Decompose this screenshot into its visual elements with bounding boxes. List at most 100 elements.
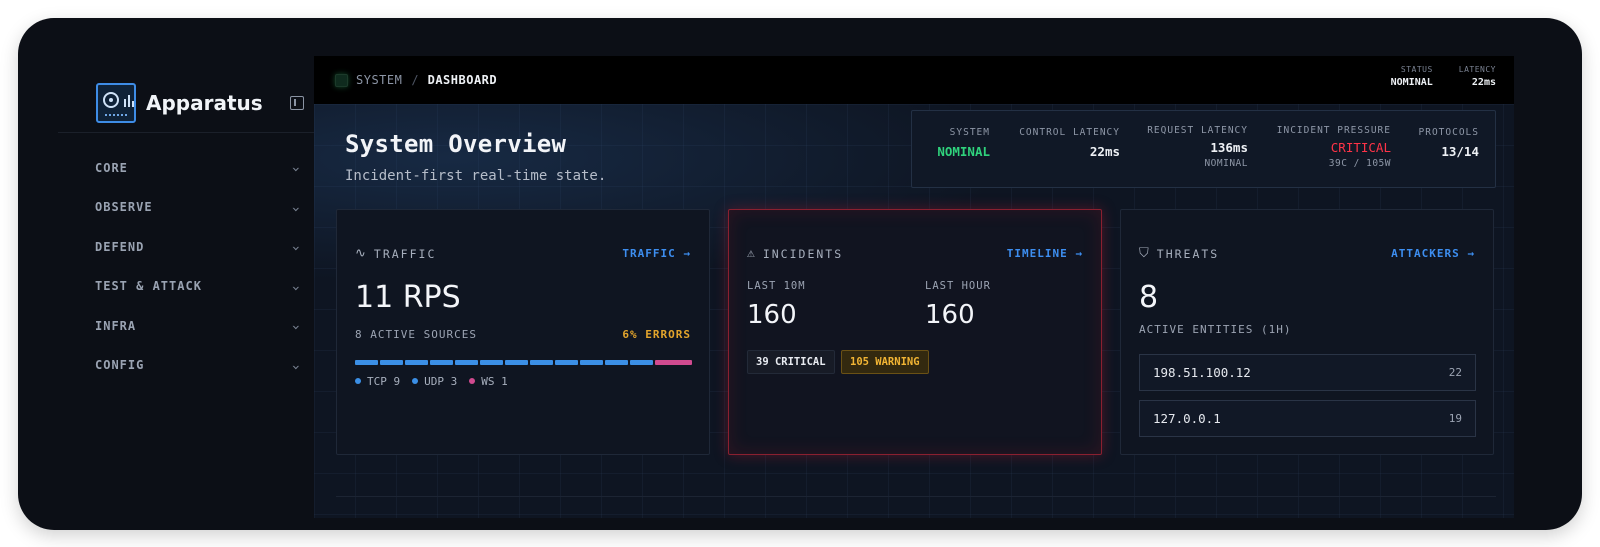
warning-triangle-icon: ⚠ — [747, 246, 755, 261]
incidents-last10-label: LAST 10M — [747, 280, 806, 292]
sidebar-item-defend[interactable]: DEFEND ⌄ — [58, 227, 320, 267]
summary-incident-pressure-value: CRITICAL — [1330, 140, 1391, 155]
attacker-row[interactable]: 198.51.100.12 22 — [1139, 354, 1476, 391]
summary-protocols: PROTOCOLS 13/14 — [1419, 127, 1479, 159]
sidebar-item-observe[interactable]: OBSERVE ⌄ — [58, 188, 320, 228]
summary-request-latency-label: REQUEST LATENCY — [1147, 125, 1248, 136]
topbar-stats: STATUS NOMINAL LATENCY 22ms — [1391, 65, 1496, 88]
traffic-card-title-row: ∿ TRAFFIC — [355, 246, 436, 261]
threats-card-title-row: ⛉ THREATS — [1139, 246, 1219, 261]
sidebar-item-core[interactable]: CORE ⌄ — [58, 148, 320, 188]
summary-system: SYSTEM NOMINAL — [937, 127, 990, 159]
system-summary-panel: SYSTEM NOMINAL CONTROL LATENCY 22ms REQU… — [911, 110, 1496, 188]
chevron-down-icon: ⌄ — [291, 359, 302, 371]
sidebar-item-label: OBSERVE — [95, 200, 153, 215]
topbar: SYSTEM / DASHBOARD STATUS NOMINAL LATENC… — [314, 56, 1514, 104]
legend-ws: WS 1 — [469, 375, 508, 388]
warning-badge[interactable]: 105 WARNING — [841, 350, 929, 374]
brand[interactable]: Apparatus — [96, 83, 263, 123]
status-indicator-icon — [335, 73, 348, 87]
summary-incident-pressure-sub: 39C / 105W — [1328, 158, 1391, 169]
traffic-protocol-bar — [355, 360, 693, 365]
sidebar-nav: CORE ⌄ OBSERVE ⌄ DEFEND ⌄ TEST & ATTACK ⌄ IN… — [58, 148, 320, 385]
incidents-card: ⚠ INCIDENTS TIMELINE → LAST 10M 160 LAST… — [728, 209, 1102, 455]
sidebar-item-label: INFRA — [95, 318, 137, 333]
summary-request-latency-sub: NOMINAL — [1204, 158, 1248, 169]
traffic-errors: 6% ERRORS — [622, 328, 691, 341]
breadcrumb-root[interactable]: SYSTEM — [356, 73, 403, 87]
sidebar-divider — [58, 132, 320, 133]
summary-incident-pressure-label: INCIDENT PRESSURE — [1276, 125, 1391, 136]
sidebar-item-infra[interactable]: INFRA ⌄ — [58, 306, 320, 346]
attacker-row[interactable]: 127.0.0.1 19 — [1139, 400, 1476, 437]
activity-icon: ∿ — [355, 246, 366, 261]
page-title: System Overview — [345, 130, 567, 158]
traffic-legend: TCP 9 UDP 3 WS 1 — [355, 375, 508, 388]
attacker-ip: 127.0.0.1 — [1153, 411, 1221, 426]
threats-card: ⛉ THREATS ATTACKERS → 8 ACTIVE ENTITIES … — [1120, 209, 1494, 455]
traffic-link[interactable]: TRAFFIC → — [622, 247, 691, 260]
summary-control-latency-label: CONTROL LATENCY — [1019, 127, 1120, 138]
threats-card-title: THREATS — [1156, 246, 1220, 261]
incidents-card-title-row: ⚠ INCIDENTS — [747, 246, 843, 261]
critical-badge[interactable]: 39 CRITICAL — [747, 350, 835, 374]
incidents-lasthour-value: 160 — [925, 300, 975, 330]
threats-label: ACTIVE ENTITIES (1H) — [1139, 323, 1292, 336]
incidents-last10-value: 160 — [747, 300, 797, 330]
attacker-ip: 198.51.100.12 — [1153, 365, 1251, 380]
threats-card-header: ⛉ THREATS ATTACKERS → — [1139, 246, 1475, 261]
summary-incident-pressure: INCIDENT PRESSURE CRITICAL 39C / 105W — [1277, 125, 1391, 169]
traffic-card-header: ∿ TRAFFIC TRAFFIC → — [355, 246, 691, 261]
sidebar: Apparatus CORE ⌄ OBSERVE ⌄ DEFEND ⌄ TEST & … — [58, 58, 320, 498]
summary-control-latency: CONTROL LATENCY 22ms — [1019, 127, 1120, 159]
traffic-card-title: TRAFFIC — [373, 246, 437, 261]
timeline-link[interactable]: TIMELINE → — [1006, 247, 1083, 260]
apparatus-logo-icon — [96, 83, 136, 123]
summary-request-latency-value: 136ms — [1210, 140, 1248, 155]
chevron-down-icon: ⌄ — [291, 320, 302, 332]
attackers-link[interactable]: ATTACKERS → — [1391, 247, 1475, 260]
chevron-down-icon: ⌄ — [291, 241, 302, 253]
traffic-card: ∿ TRAFFIC TRAFFIC → 11 RPS 8 ACTIVE SOUR… — [336, 209, 710, 455]
sidebar-item-label: CORE — [95, 160, 128, 175]
content-divider — [336, 496, 1496, 497]
attacker-count: 22 — [1448, 366, 1462, 379]
shield-icon: ⛉ — [1139, 246, 1149, 261]
legend-udp: UDP 3 — [412, 375, 457, 388]
traffic-active-sources: 8 ACTIVE SOURCES — [355, 328, 477, 341]
sidebar-item-label: DEFEND — [95, 239, 145, 254]
chevron-down-icon: ⌄ — [291, 280, 302, 292]
app-window: Apparatus CORE ⌄ OBSERVE ⌄ DEFEND ⌄ TEST & … — [18, 18, 1582, 530]
summary-request-latency: REQUEST LATENCY 136ms NOMINAL — [1147, 125, 1248, 169]
breadcrumb-separator: / — [411, 73, 419, 87]
collapse-sidebar-icon[interactable] — [290, 96, 304, 110]
summary-protocols-label: PROTOCOLS — [1418, 127, 1479, 138]
legend-tcp: TCP 9 — [355, 375, 400, 388]
threats-count: 8 — [1139, 280, 1159, 315]
summary-protocols-value: 13/14 — [1441, 144, 1479, 159]
summary-system-label: SYSTEM — [949, 127, 990, 138]
status-value: NOMINAL — [1390, 77, 1433, 88]
incidents-card-header: ⚠ INCIDENTS TIMELINE → — [747, 246, 1083, 261]
summary-control-latency-value: 22ms — [1089, 144, 1120, 159]
dashboard-content: System Overview Incident-first real-time… — [314, 104, 1514, 518]
sidebar-item-label: TEST & ATTACK — [95, 279, 202, 294]
sidebar-item-config[interactable]: CONFIG ⌄ — [58, 346, 320, 386]
summary-system-value: NOMINAL — [937, 144, 990, 159]
app-name: Apparatus — [146, 91, 263, 115]
latency-value: 22ms — [1471, 77, 1496, 88]
main-area: SYSTEM / DASHBOARD STATUS NOMINAL LATENC… — [314, 56, 1534, 518]
topbar-latency: LATENCY 22ms — [1459, 65, 1496, 88]
page-subtitle: Incident-first real-time state. — [345, 168, 607, 184]
chevron-down-icon: ⌄ — [291, 162, 302, 174]
topbar-status: STATUS NOMINAL — [1391, 65, 1433, 88]
latency-label: LATENCY — [1458, 65, 1496, 74]
breadcrumb-current: DASHBOARD — [427, 73, 498, 87]
sidebar-item-label: CONFIG — [95, 358, 145, 373]
chevron-down-icon: ⌄ — [291, 201, 302, 213]
traffic-rps: 11 RPS — [355, 280, 461, 315]
incidents-lasthour-label: LAST HOUR — [925, 280, 991, 292]
status-label: STATUS — [1400, 65, 1433, 74]
attacker-count: 19 — [1448, 412, 1462, 425]
sidebar-item-test-attack[interactable]: TEST & ATTACK ⌄ — [58, 267, 320, 307]
